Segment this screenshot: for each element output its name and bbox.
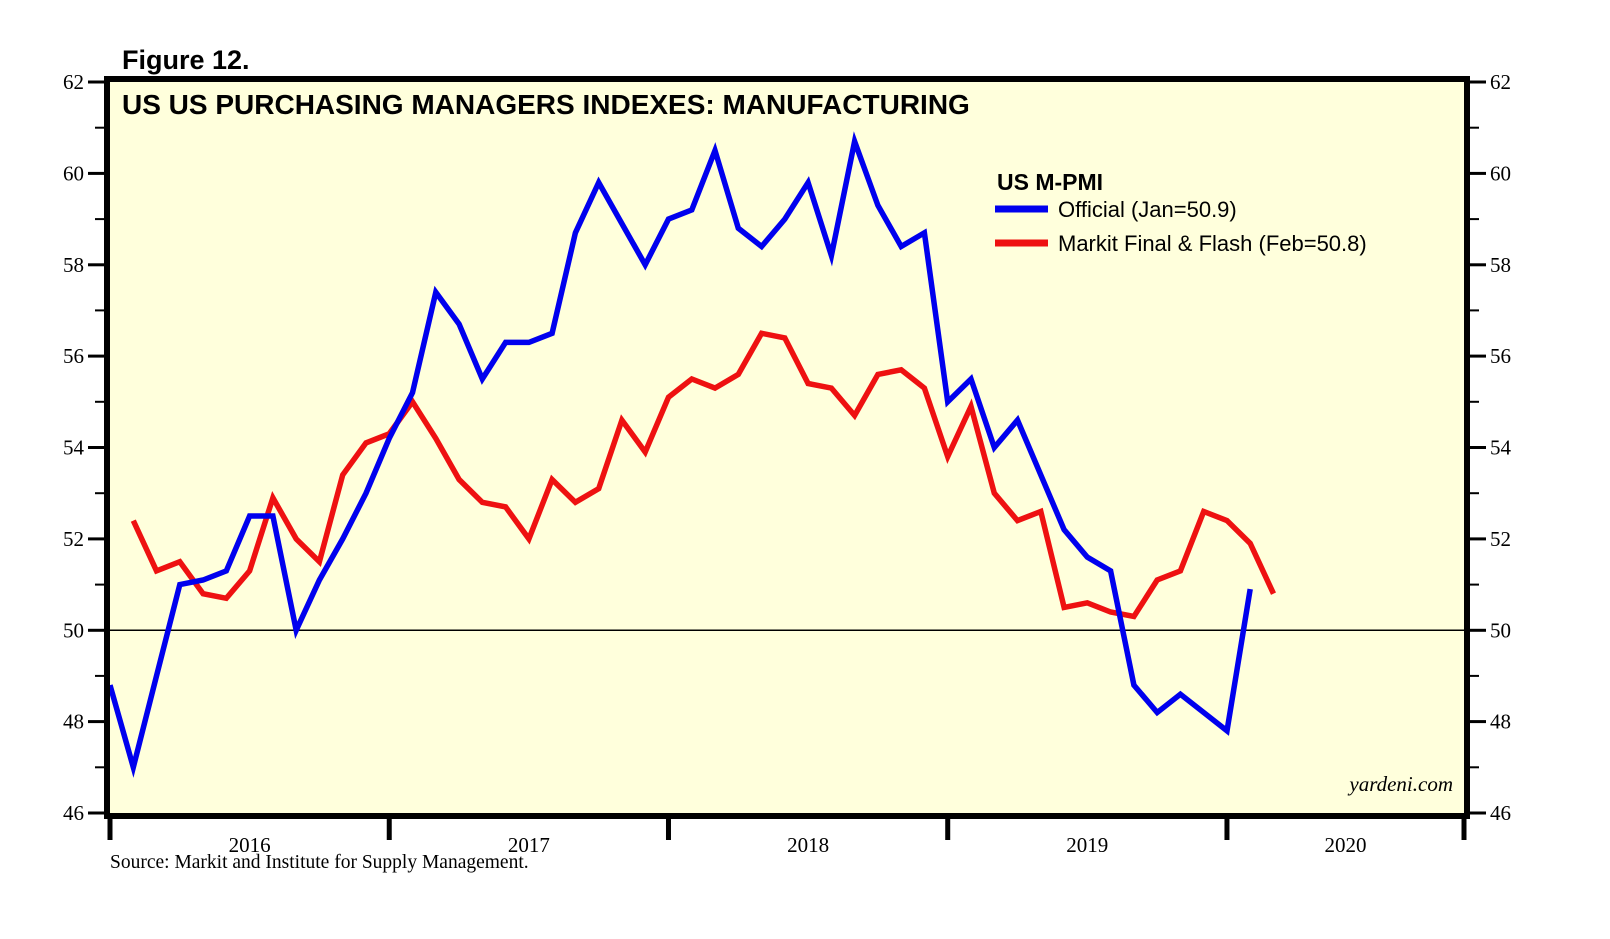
y-axis-label-left: 56 (63, 344, 84, 368)
plot-border (104, 76, 1470, 819)
axis-ticks (88, 80, 1486, 840)
plot-area-background (107, 79, 1467, 816)
y-axis-label-right: 52 (1490, 527, 1511, 551)
legend-label-official: Official (Jan=50.9) (1058, 197, 1237, 222)
y-axis-label-right: 56 (1490, 344, 1511, 368)
x-axis-year-label: 2017 (508, 833, 550, 857)
figure-label: Figure 12. (122, 45, 250, 75)
watermark: yardeni.com (1347, 772, 1453, 796)
y-axis-label-right: 62 (1490, 70, 1511, 94)
markit-pmi-line (130, 330, 1276, 620)
y-axis-label-left: 58 (63, 253, 84, 277)
legend: US M-PMI Official (Jan=50.9) Markit Fina… (995, 169, 1367, 256)
y-axis-label-left: 60 (63, 161, 84, 185)
source-note: Source: Markit and Institute for Supply … (110, 852, 529, 873)
series-layer (107, 131, 1276, 778)
legend-heading: US M-PMI (997, 169, 1103, 195)
x-axis-year-label: 2016 (229, 833, 271, 857)
y-axis-label-left: 54 (63, 436, 85, 460)
y-axis-label-right: 60 (1490, 161, 1511, 185)
x-axis-year-label: 2019 (1066, 833, 1108, 857)
legend-label-markit: Markit Final & Flash (Feb=50.8) (1058, 231, 1367, 256)
y-axis-label-right: 54 (1490, 436, 1512, 460)
y-axis-label-left: 50 (63, 618, 84, 642)
x-axis-year-label: 2018 (787, 833, 829, 857)
y-axis-label-right: 58 (1490, 253, 1511, 277)
chart-title: US US PURCHASING MANAGERS INDEXES: MANUF… (122, 89, 970, 120)
y-axis-label-left: 52 (63, 527, 84, 551)
y-axis-label-right: 48 (1490, 710, 1511, 734)
y-axis-label-right: 46 (1490, 801, 1511, 825)
y-axis-label-left: 46 (63, 801, 84, 825)
official-pmi-line (107, 131, 1253, 778)
axis-tick-labels: 46 46 48 48 50 50 52 52 54 54 56 56 58 58 60 60 62 62 2016… (63, 70, 1512, 857)
y-axis-label-right: 50 (1490, 618, 1511, 642)
x-axis-year-label: 2020 (1325, 833, 1367, 857)
y-axis-label-left: 62 (63, 70, 84, 94)
y-axis-label-left: 48 (63, 710, 84, 734)
